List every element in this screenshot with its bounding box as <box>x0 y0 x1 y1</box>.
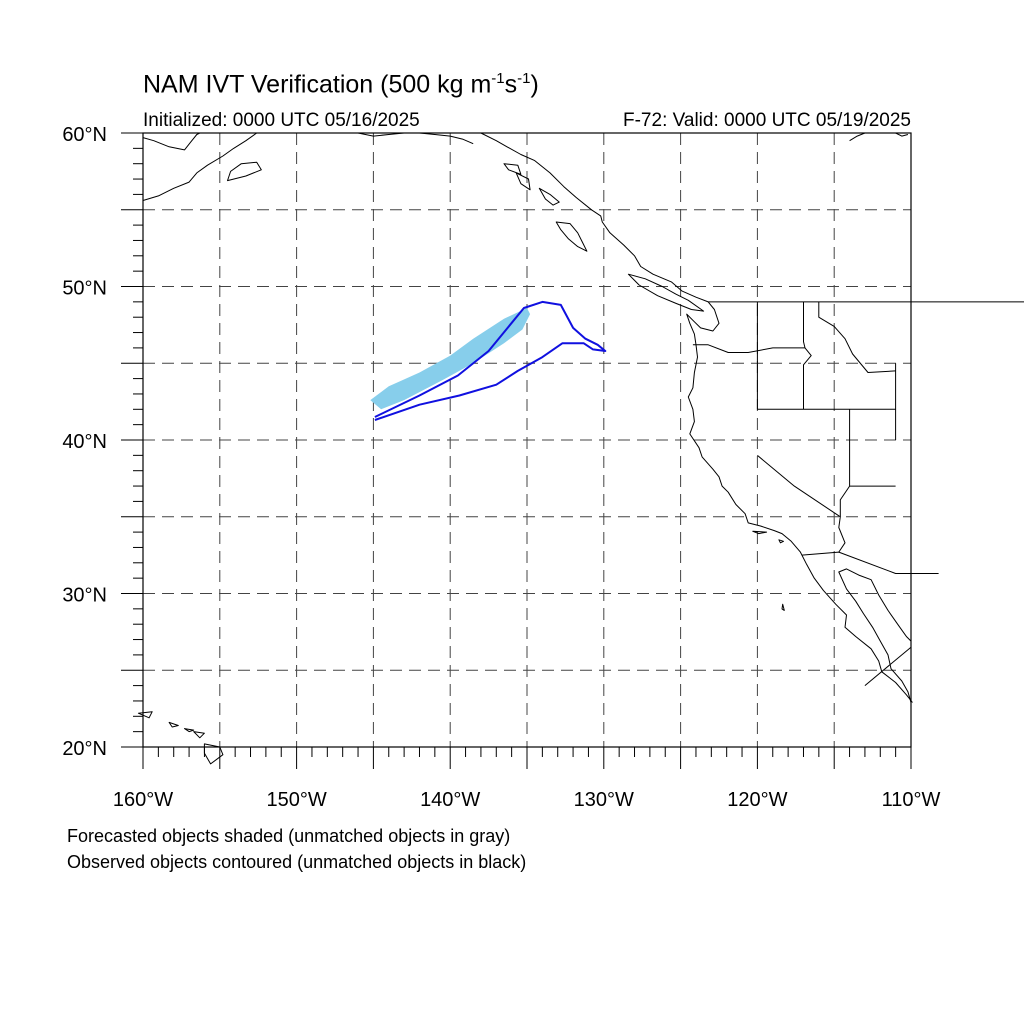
longitude-labels: 160°W 150°W 140°W 130°W 120°W 110°W <box>113 789 941 811</box>
lon-label: 140°W <box>420 789 480 811</box>
axis-ticks <box>121 132 912 769</box>
lon-label: 160°W <box>113 789 173 811</box>
lon-label: 120°W <box>727 789 787 811</box>
island-guadalupe <box>781 603 785 611</box>
valid-time: F-72: Valid: 0000 UTC 05/19/2025 <box>623 110 911 131</box>
island-channel <box>752 530 768 535</box>
coastline-west-america <box>480 132 913 703</box>
coastline-gulf-of-california <box>838 568 912 703</box>
lat-label: 50°N <box>62 278 107 300</box>
coastline-bristol-bay <box>142 132 201 151</box>
border-wa-id <box>803 301 806 349</box>
lat-label: 40°N <box>62 431 107 453</box>
observed-object-contour <box>374 300 607 421</box>
island-maui <box>193 731 205 739</box>
chart-title: NAM IVT Verification (500 kg m-1s-1) <box>143 70 539 99</box>
island-baranof <box>515 172 531 191</box>
coastline-alaska-peninsula <box>142 132 257 201</box>
lat-label: 60°N <box>62 124 107 146</box>
initialized-time: Initialized: 0000 UTC 05/16/2025 <box>143 110 420 131</box>
forecast-object <box>370 308 531 410</box>
coastline-north-edge <box>849 132 866 142</box>
lat-label: 30°N <box>62 585 107 607</box>
island-chichagof <box>503 163 522 175</box>
island-catalina <box>778 539 784 544</box>
border-us-mexico <box>801 551 939 574</box>
graticule <box>143 133 911 747</box>
lon-label: 110°W <box>882 789 941 811</box>
island-vancouver <box>627 273 705 312</box>
border-ca-nv-az <box>757 455 846 553</box>
island-prince-of-wales <box>538 187 560 206</box>
border-id-mt <box>818 301 896 373</box>
caption-forecast: Forecasted objects shaded (unmatched obj… <box>67 826 511 846</box>
island-oahu <box>168 721 179 728</box>
island-kodiak <box>227 161 262 182</box>
latitude-labels: 60°N 50°N 40°N 30°N 20°N <box>62 124 107 760</box>
border-mexico-states <box>864 646 912 686</box>
coastlines <box>137 132 1024 765</box>
lon-label: 130°W <box>574 789 634 811</box>
lon-label: 150°W <box>266 789 326 811</box>
island-molokai <box>184 728 195 733</box>
coastline-ne <box>895 132 909 137</box>
border-nv-ut-az <box>839 409 851 517</box>
border-wa-or-id <box>692 344 812 410</box>
lat-label: 20°N <box>62 738 107 760</box>
island-haida-gwaii <box>555 221 588 252</box>
caption-observed: Observed objects contoured (unmatched ob… <box>67 852 527 872</box>
island-kauai <box>137 711 153 719</box>
